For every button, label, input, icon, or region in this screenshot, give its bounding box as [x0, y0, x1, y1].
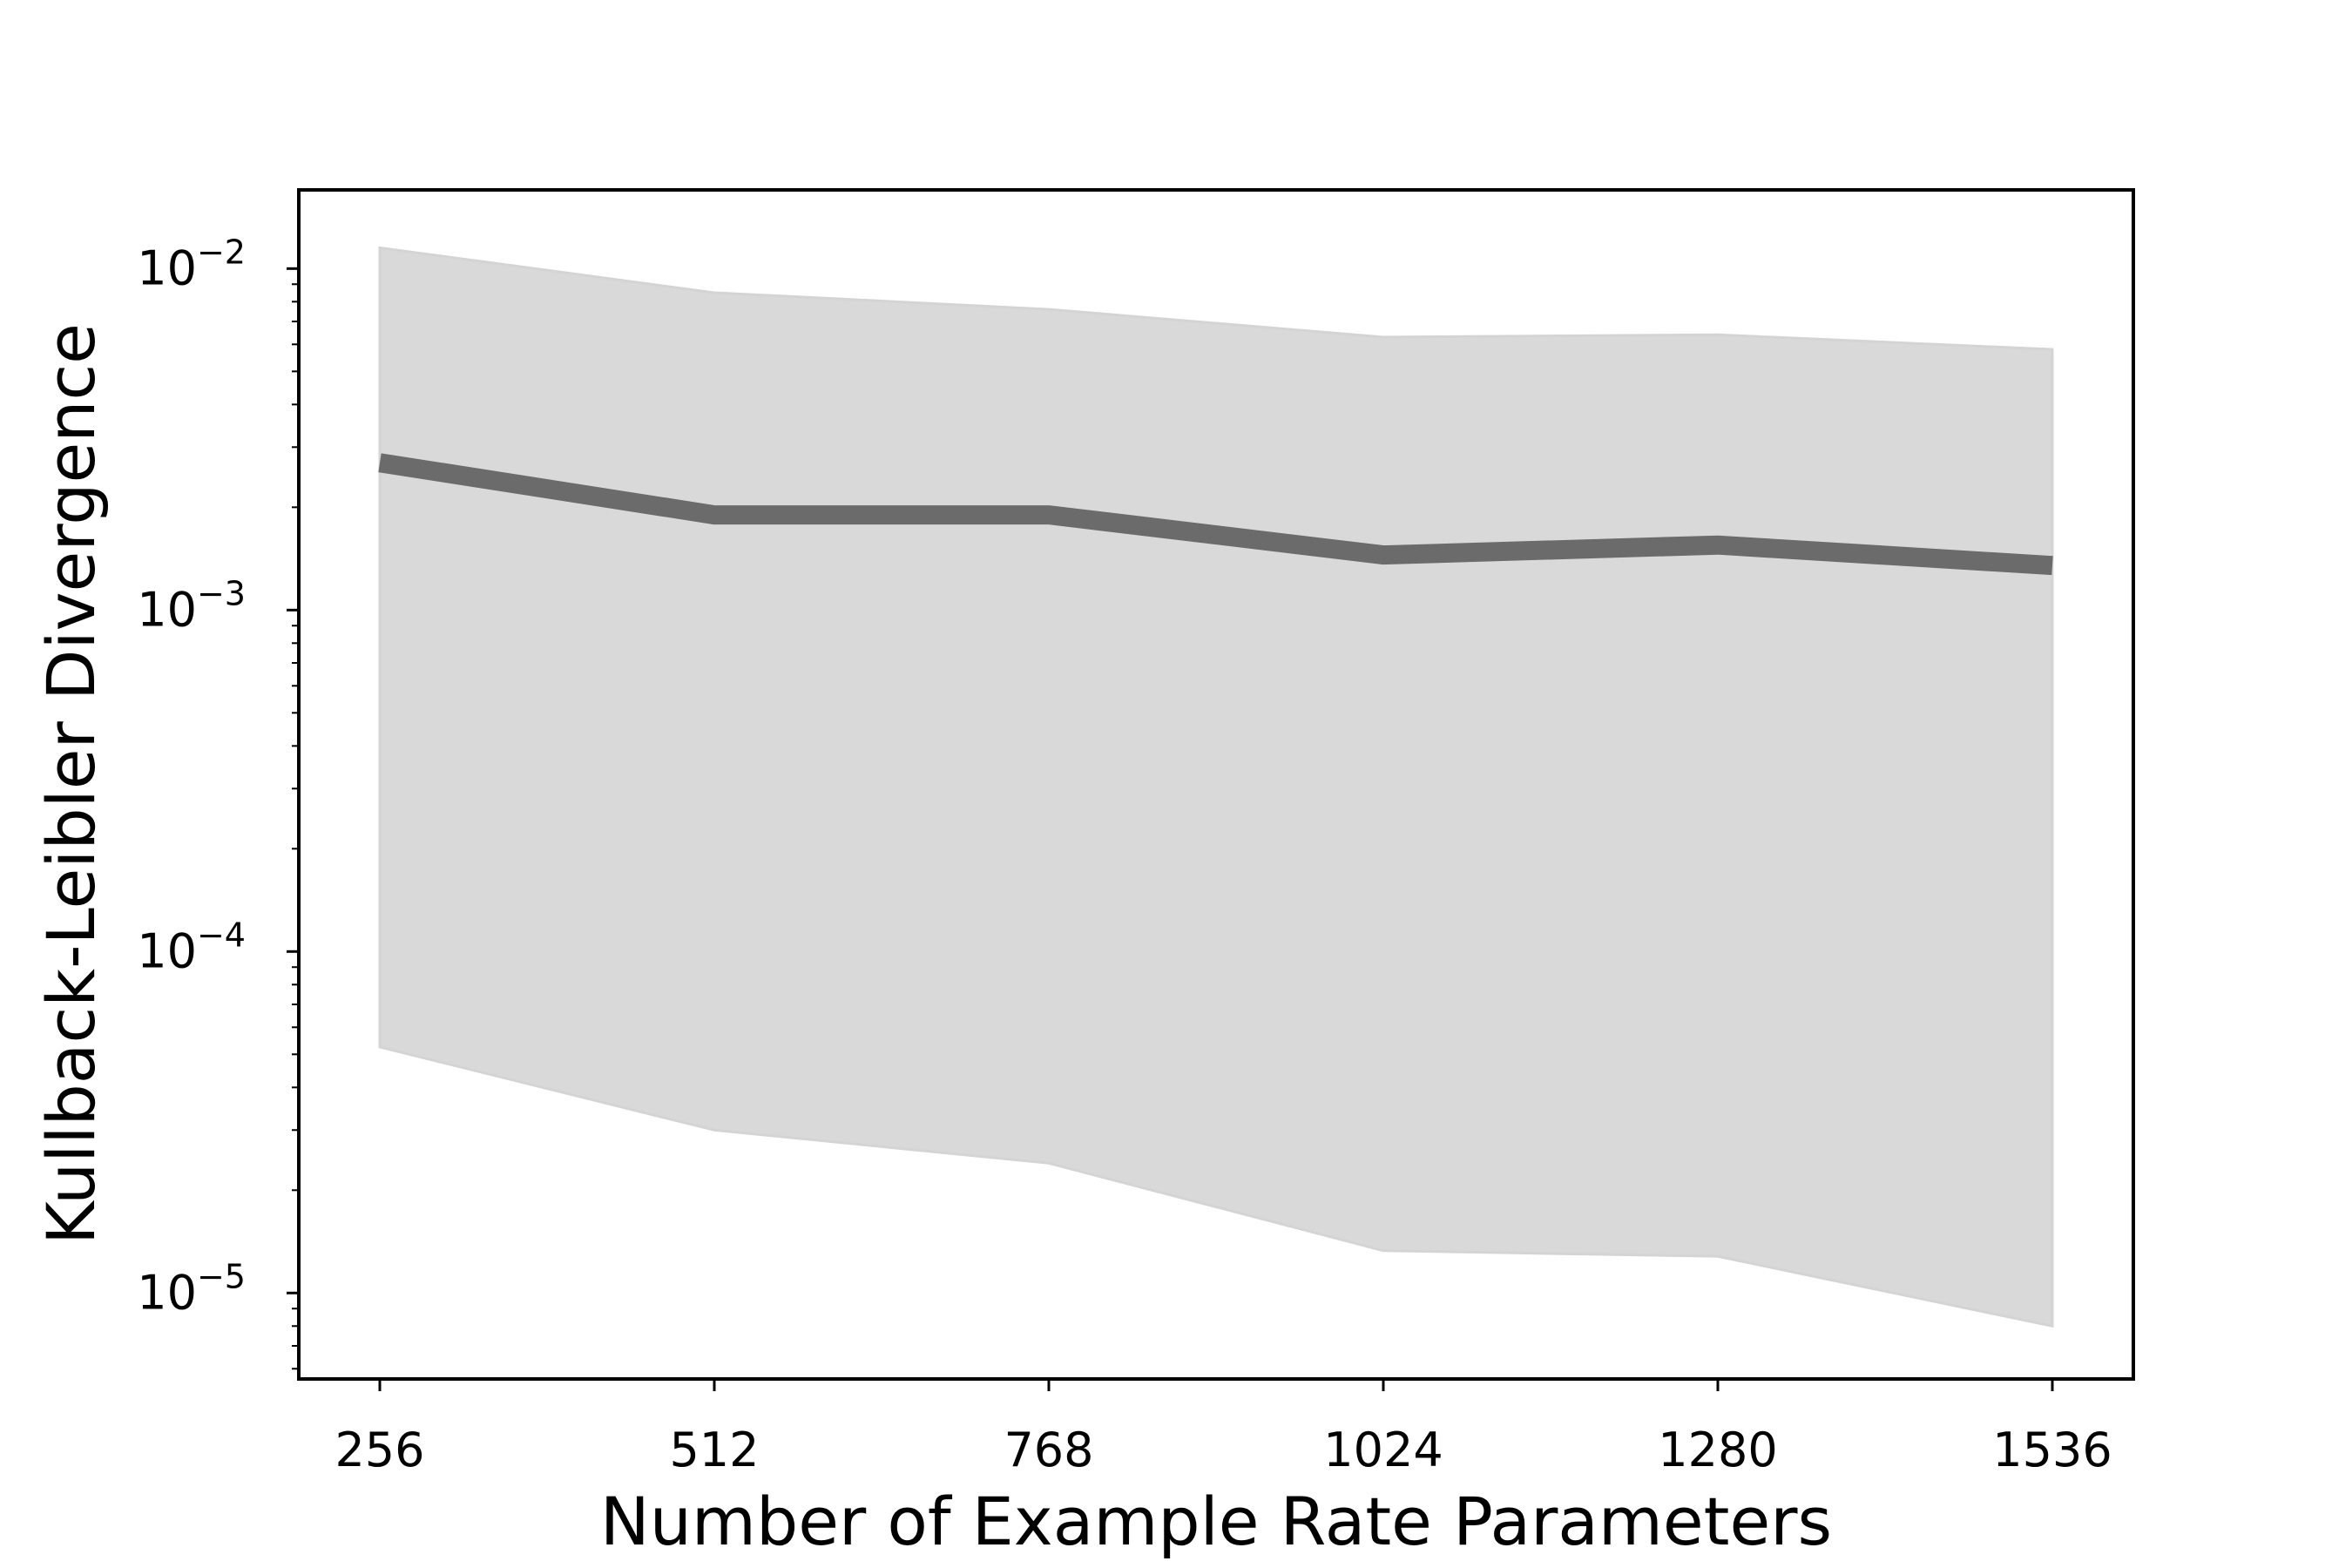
x-tick-label: 1024 [1323, 1423, 1443, 1477]
x-tick-label: 1280 [1658, 1423, 1777, 1477]
x-tick-label: 512 [669, 1423, 759, 1477]
x-axis-label: Number of Example Rate Parameters [600, 1483, 1832, 1560]
y-tick-label: 10−2 [137, 233, 246, 295]
y-tick-label: 10−4 [137, 916, 246, 978]
axes: 256 512 768 1024 1280 1536 10−2 10−3 10−4 10−5 [137, 233, 2112, 1477]
y-axis-label: Kullback-Leibler Divergence [32, 323, 110, 1245]
plot-frame [297, 188, 2135, 1381]
y-tick-label: 10−5 [137, 1257, 246, 1320]
x-tick-label: 256 [335, 1423, 424, 1477]
x-tick-label: 1536 [1992, 1423, 2112, 1477]
x-tick-label: 768 [1004, 1423, 1093, 1477]
plot-area [378, 246, 2054, 1328]
y-tick-label: 10−3 [137, 574, 246, 637]
series-line-0 [378, 453, 2053, 576]
